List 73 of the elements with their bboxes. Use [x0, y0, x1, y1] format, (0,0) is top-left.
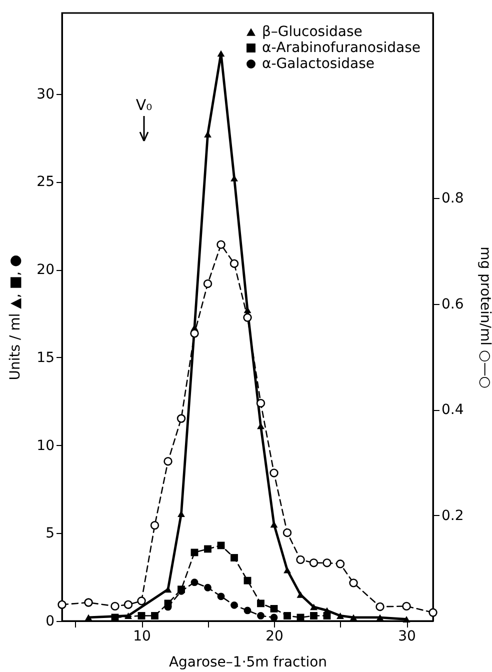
point [349, 578, 358, 588]
point [243, 313, 252, 322]
point [164, 456, 172, 466]
y-tick-label: 5 [46, 526, 54, 542]
point [150, 520, 160, 530]
point [84, 598, 93, 607]
point [428, 608, 438, 617]
point [58, 600, 66, 609]
point [256, 398, 266, 408]
y-tick-label: 15 [36, 350, 54, 366]
y2-axis-title: mg protein/ml ○—○ [476, 246, 492, 388]
y2-tick-label: 0.6 [442, 296, 464, 312]
point [137, 596, 146, 606]
point [322, 558, 332, 568]
point [230, 259, 239, 268]
point [190, 578, 198, 586]
point [402, 616, 410, 622]
point [204, 545, 212, 553]
x-tick-label: 10 [133, 628, 151, 644]
point [376, 614, 384, 621]
y-axis-title: Units / ml ▲, ■, ● [8, 254, 24, 380]
y-tick-label: 0 [46, 614, 54, 630]
legend-label: α-Galactosidase [262, 56, 374, 72]
y-tick-label: 25 [36, 174, 54, 190]
x-tick-label: 20 [266, 628, 284, 644]
point [270, 521, 278, 528]
point [230, 601, 238, 609]
point [110, 602, 120, 611]
y2-tick-label: 0.4 [442, 402, 464, 418]
point [402, 602, 411, 611]
point [151, 612, 158, 620]
point [284, 566, 291, 574]
point [203, 279, 212, 288]
point [336, 612, 344, 619]
point [323, 612, 331, 620]
point [310, 612, 318, 620]
y2-tick-label: 0.2 [442, 508, 464, 524]
point [336, 560, 345, 568]
point [284, 612, 291, 620]
point [124, 600, 133, 609]
point [309, 558, 318, 568]
x-tick-label: 30 [398, 628, 416, 644]
point [190, 329, 199, 338]
point [244, 606, 252, 614]
point [217, 592, 225, 600]
point [217, 542, 225, 550]
point [270, 614, 278, 622]
point [296, 555, 305, 564]
point [164, 586, 172, 593]
y-tick-label: 10 [36, 438, 54, 454]
point [376, 602, 384, 612]
y-tick-label: 30 [36, 86, 54, 102]
point [204, 584, 212, 592]
y-tick-label: 20 [36, 262, 54, 278]
legend-label: α-Arabinofuranosidase [262, 40, 421, 56]
point [217, 50, 225, 57]
point [230, 554, 238, 562]
point [244, 576, 252, 584]
annotation: V₀ [136, 96, 152, 114]
point [282, 528, 292, 538]
y2-tick-label: 0.8 [442, 190, 464, 207]
point [216, 240, 226, 249]
point [350, 614, 358, 621]
point [270, 604, 278, 612]
legend-label: β–Glucosidase [262, 24, 362, 40]
point [257, 600, 264, 608]
point [84, 614, 92, 621]
point [270, 468, 278, 478]
point [176, 414, 186, 423]
point [310, 604, 318, 610]
point [257, 612, 264, 620]
point [138, 612, 146, 620]
x-axis-title: Agarose–1·5m fraction [168, 654, 328, 670]
